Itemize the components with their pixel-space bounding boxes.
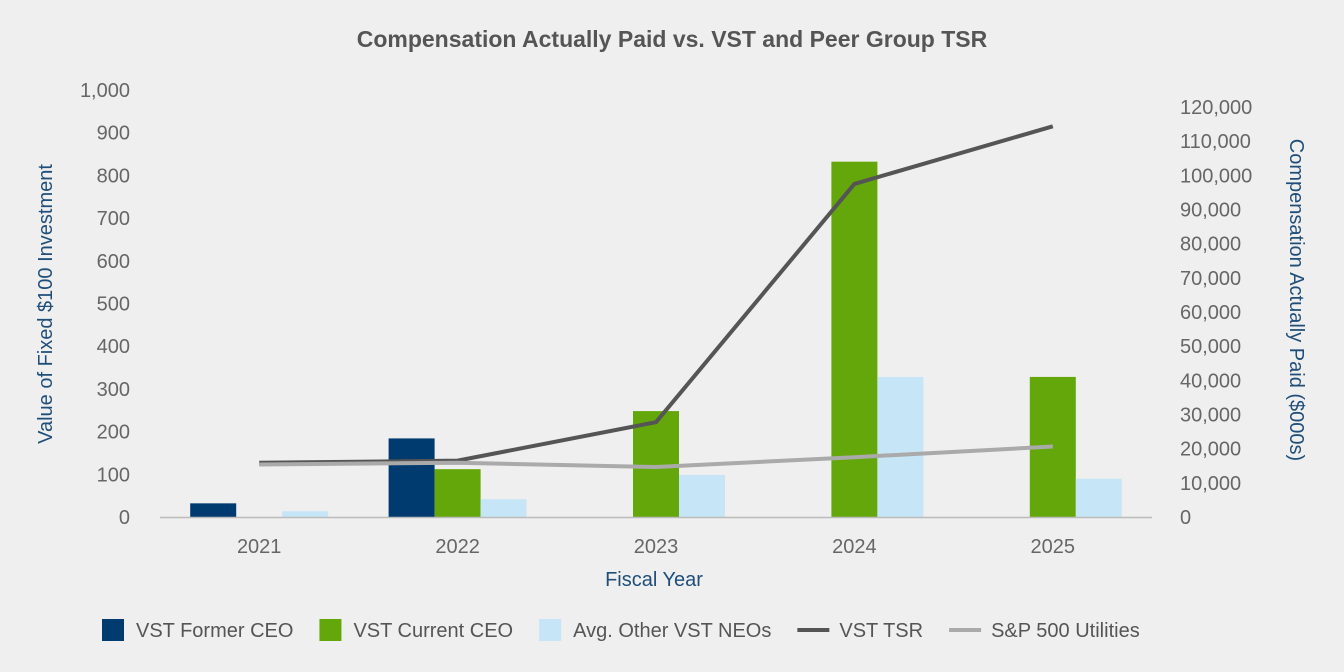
left-y-ticks: 0 100 200 300 400 500 600 700 800 900 1,000 bbox=[80, 80, 130, 529]
y-tick-label: 600 bbox=[97, 251, 130, 273]
x-axis-label: Fiscal Year bbox=[605, 569, 703, 591]
y2-tick-label: 100,000 bbox=[1180, 165, 1252, 187]
legend-swatch bbox=[539, 619, 562, 641]
y2-tick-label: 90,000 bbox=[1180, 200, 1241, 222]
bar bbox=[480, 499, 527, 517]
legend-label: VST Former CEO bbox=[136, 620, 293, 642]
series-line bbox=[259, 444, 1053, 470]
bar bbox=[388, 438, 435, 517]
lines-group bbox=[259, 124, 1054, 470]
y-tick-label: 700 bbox=[97, 208, 130, 230]
y2-tick-label: 120,000 bbox=[1180, 97, 1252, 119]
x-ticks: 2021 2022 2023 2024 2025 bbox=[237, 536, 1075, 558]
y2-tick-label: 10,000 bbox=[1180, 473, 1241, 495]
bar bbox=[633, 411, 679, 517]
bar bbox=[1075, 478, 1122, 517]
legend-label: S&P 500 Utilities bbox=[991, 620, 1140, 642]
y2-tick-label: 50,000 bbox=[1180, 336, 1241, 358]
y-tick-label: 100 bbox=[97, 464, 130, 486]
y-tick-label: 800 bbox=[97, 165, 130, 187]
bar bbox=[831, 161, 878, 517]
y2-tick-label: 20,000 bbox=[1180, 439, 1241, 461]
bar bbox=[190, 503, 237, 517]
y2-tick-label: 110,000 bbox=[1180, 131, 1251, 153]
bar bbox=[877, 376, 924, 517]
y-tick-label: 500 bbox=[97, 294, 130, 316]
x-tick-label: 2022 bbox=[435, 536, 480, 558]
legend-label: VST Current CEO bbox=[353, 620, 513, 642]
legend: VST Former CEO VST Current CEO Avg. Other … bbox=[102, 619, 1140, 642]
bar bbox=[679, 474, 725, 517]
y2-tick-label: 60,000 bbox=[1180, 302, 1241, 324]
bar bbox=[434, 469, 481, 517]
y-tick-label: 200 bbox=[97, 422, 130, 444]
chart-title: Compensation Actually Paid vs. VST and P… bbox=[357, 26, 988, 52]
y2-tick-label: 40,000 bbox=[1180, 370, 1241, 392]
x-tick-label: 2021 bbox=[237, 536, 282, 558]
legend-label: Avg. Other VST NEOs bbox=[573, 620, 771, 642]
y-axis-label: Value of Fixed $100 Investment bbox=[35, 164, 57, 444]
y2-tick-label: 80,000 bbox=[1180, 234, 1241, 256]
y2-axis-label: Compensation Actually Paid ($000s) bbox=[1285, 139, 1307, 461]
y2-tick-label: 30,000 bbox=[1180, 405, 1241, 427]
legend-swatch bbox=[319, 619, 342, 641]
y-tick-label: 400 bbox=[97, 336, 130, 358]
x-tick-label: 2025 bbox=[1031, 536, 1076, 558]
y2-tick-label: 0 bbox=[1180, 507, 1191, 529]
x-tick-label: 2023 bbox=[634, 536, 679, 558]
legend-swatch bbox=[102, 619, 124, 641]
right-y-ticks: 0 10,000 20,000 30,000 40,000 50,000 60,000 70,… bbox=[1180, 97, 1252, 529]
y-tick-label: 900 bbox=[97, 123, 130, 145]
bar bbox=[282, 511, 329, 517]
x-tick-label: 2024 bbox=[832, 536, 877, 558]
y2-tick-label: 70,000 bbox=[1180, 268, 1241, 290]
y-tick-label: 0 bbox=[119, 507, 130, 529]
y-tick-label: 300 bbox=[97, 379, 130, 401]
legend-label: VST TSR bbox=[839, 620, 923, 642]
y-tick-label: 1,000 bbox=[80, 80, 130, 102]
